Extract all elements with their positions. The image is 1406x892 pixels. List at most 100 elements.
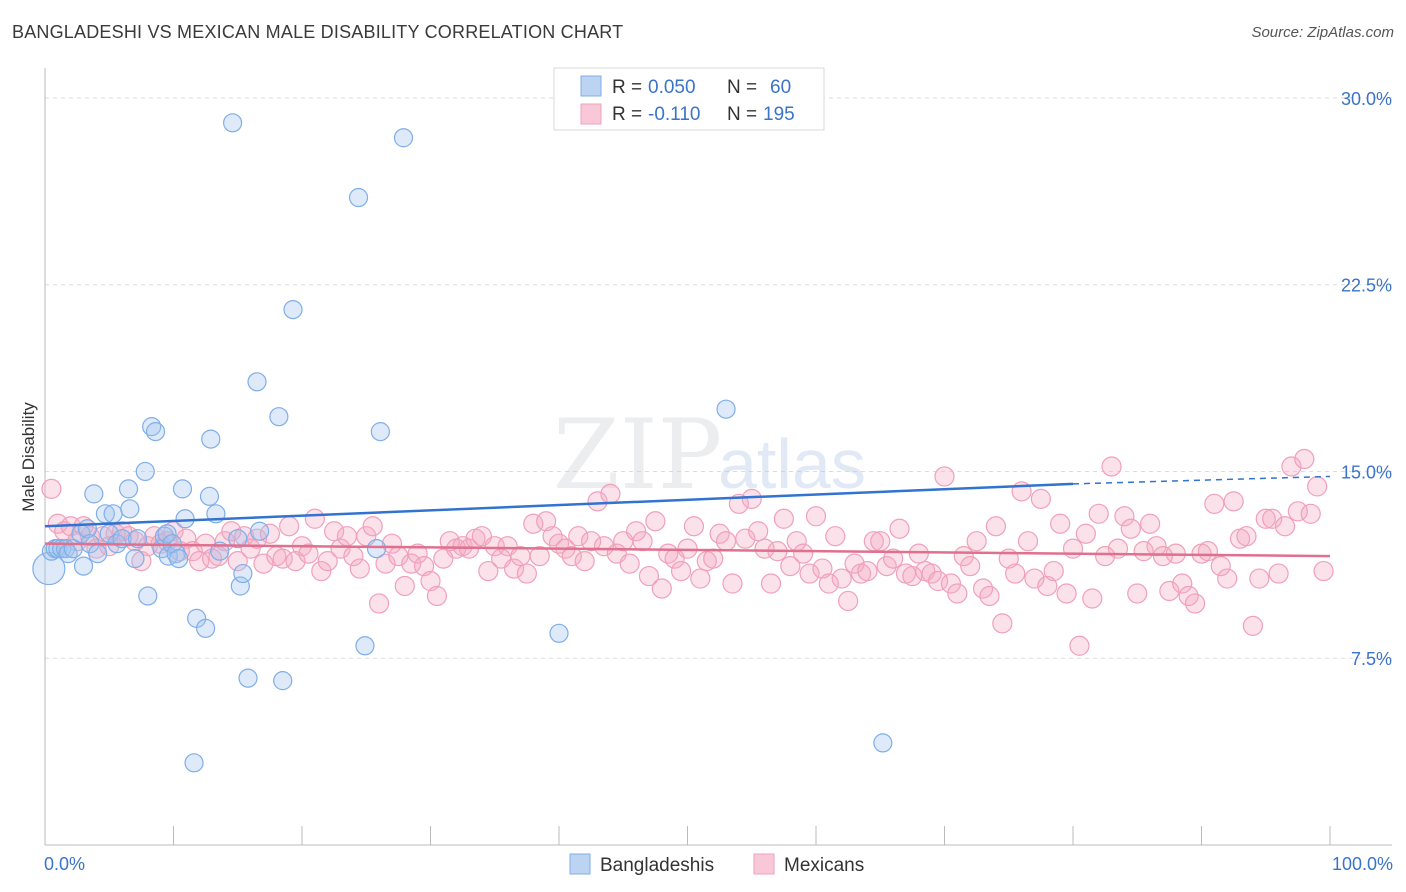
mexicans-point-87 [600,483,621,504]
mexicans-point-31 [240,538,261,559]
mexicans-point-50 [362,516,383,537]
mexicans-point-57 [407,543,428,564]
bangladeshis-point-55 [366,539,387,559]
x-tick-label-1: 100.0% [1332,854,1393,874]
mexicans-point-178 [1184,593,1206,614]
mexicans-point-152 [1017,531,1039,552]
mexicans-point-101 [690,568,711,589]
legend-swatch-pink [580,103,602,125]
mexicans-point-103 [703,548,724,569]
bangladeshis-point-54 [355,636,375,656]
mexicans-point-148 [992,613,1013,634]
mexicans-point-161 [1075,523,1096,544]
bangladeshis-point-39 [199,486,220,506]
bangladeshis-point-36 [184,753,204,773]
bangladeshis-point-35 [175,509,195,529]
mexicans-point-198 [1313,560,1334,582]
mexicans-point-108 [735,528,756,549]
mexicans-point-82 [568,526,589,547]
mexicans-point-154 [1030,488,1051,509]
mexicans-point-197 [1307,476,1328,497]
mexicans-point-100 [683,516,705,537]
mexicans-point-51 [369,593,390,614]
bangladeshis-point-46 [233,563,253,584]
mexicans-point-162 [1082,588,1103,609]
bangladeshis-point-0 [32,551,66,586]
mexicans-point-38 [285,551,306,572]
mexicans-point-157 [1050,513,1071,534]
y-tick-label-2: 22.5% [1341,276,1392,296]
mexicans-point-44 [324,521,345,542]
mexicans-point-84 [581,531,602,552]
bangladeshis-swatch [569,853,591,875]
mexicans-point-81 [561,546,582,567]
mexicans-point-131 [882,548,904,569]
mexicans-point-48 [349,558,370,579]
mexicans-point-46 [336,526,358,547]
bangladeshis-point-57 [393,128,414,148]
bangladeshis-point-50 [269,407,289,427]
mexicans-point-169 [1127,583,1148,604]
mexicans-point-90 [619,553,640,574]
mexicans-point-186 [1236,526,1257,547]
mexicans-point-132 [889,518,910,539]
mexicans-point-28 [221,521,242,542]
mexicans-point-33 [253,553,274,574]
mexicans-point-164 [1095,546,1116,567]
mexicans-point-155 [1037,575,1058,597]
mexicans-point-43 [317,551,338,572]
mexicans-point-184 [1223,491,1244,512]
mexicans-point-170 [1133,541,1154,562]
mexicans-point-196 [1300,503,1321,524]
x-tick-label-0: 0.0% [44,854,85,874]
bangladeshis-point-59 [716,399,736,419]
mexicans-point-114 [773,508,794,529]
mexicans-swatch [753,853,775,875]
bangladeshis-point-45 [230,576,250,596]
bangladeshis-point-34 [172,479,193,499]
mexicans-point-58 [413,555,435,577]
mexicans-point-124 [838,590,859,612]
mexicans-point-92 [632,531,653,552]
mexicans-point-106 [722,573,743,594]
mexicans-point-187 [1242,615,1264,636]
mexicans-point-23 [189,551,210,572]
mexicans-point-75 [523,513,544,534]
axes [44,68,1392,846]
mexicans-point-83 [574,551,595,572]
mexicans-point-173 [1152,546,1174,567]
bangladeshis-point-40 [201,429,221,449]
mexicans-point-143 [960,555,981,577]
y-tick-label-0: 7.5% [1351,649,1392,669]
mexicans-point-98 [670,560,692,582]
mexicans-point-105 [715,531,737,552]
mexicans-point-95 [651,578,672,599]
x-tick-labels: 0.0% 100.0% [44,854,1393,874]
legend-n-value-1: 60 [770,77,791,98]
bangladeshis-point-20 [120,499,140,519]
mexicans-point-122 [825,526,846,547]
bangladeshis-point-43 [223,113,243,133]
mexicans-point-188 [1249,568,1270,589]
mexicans-point-15 [137,536,158,557]
mexicans-point-171 [1139,513,1161,534]
bangladeshis-point-38 [196,618,216,638]
legend-swatch-blue [580,75,602,97]
grid-lines [45,97,1392,659]
mexicans-point-111 [754,538,775,559]
mexicans-point-160 [1069,635,1090,656]
bangladeshis-point-53 [348,187,369,208]
mexicans-point-91 [625,521,647,542]
bangladeshis-trend-line [44,482,1074,528]
mexicans-point-129 [870,531,891,552]
stats-legend: R = 0.050 N = 60 R = -0.110 N = 195 [553,67,825,131]
bangladeshis-point-47 [238,668,258,688]
bangladeshis-point-49 [249,521,270,541]
series-legend: Bangladeshis Mexicans [569,853,864,876]
mexicans-point-56 [401,553,422,574]
source-label: Source: ZipAtlas.com [1251,24,1394,41]
mexicans-point-110 [748,521,769,542]
mexicans-point-59 [420,570,441,592]
legend-r-label-1: R = [612,77,642,98]
